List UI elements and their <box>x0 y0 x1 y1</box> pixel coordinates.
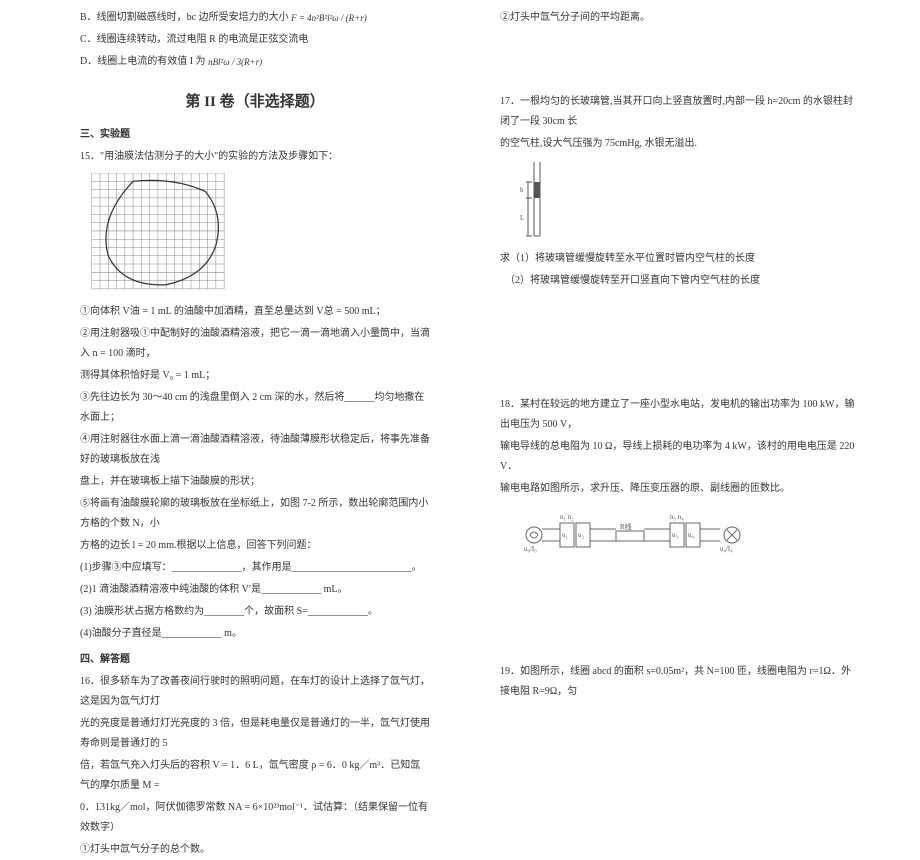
q18-line: 18．某村在较远的地方建立了一座小型水电站，发电机的输出功率为 100 kW，输… <box>500 395 860 435</box>
svg-text:n₃ n₄: n₃ n₄ <box>670 513 684 521</box>
formula-d: nBl²ω / 3(R+r) <box>208 53 262 71</box>
q15-step: ②用注射器吸①中配制好的油酸酒精溶液，把它一滴一滴地滴入小量筒中，当滴入 n =… <box>80 324 430 364</box>
q18-text: 18．某村在较远的地方建立了一座小型水电站，发电机的输出功率为 100 kW，输… <box>500 395 860 499</box>
spacer <box>500 560 860 620</box>
part-ii-title: 第 II 卷（非选择题） <box>80 90 430 111</box>
q17-sub2: （2）将玻璃管缓慢旋转至开口竖直向下管内空气柱的长度 <box>500 271 860 291</box>
section-3-heading: 三、实验题 <box>80 125 430 145</box>
svg-text:u₄: u₄ <box>688 531 695 539</box>
q16-line: 16．很多轿车为了改善夜间行驶时的照明问题，在车灯的设计上选择了氙气灯，这是因为… <box>80 672 430 712</box>
spacer <box>500 353 860 393</box>
section-4-heading: 四、解答题 <box>80 650 430 670</box>
q16-line: ①灯头中氙气分子的总个数。 <box>80 840 430 860</box>
q16-line: 0．131kg／mol，阿伏伽德罗常数 NA = 6×10²³mol⁻¹．试估算… <box>80 798 430 838</box>
svg-text:R线: R线 <box>620 522 632 531</box>
q17-line: 17．一根均匀的长玻璃管,当其开口向上竖直放置时,内部一段 h=20cm 的水银… <box>500 92 860 132</box>
spacer <box>500 30 860 90</box>
svg-text:n₁ n₂: n₁ n₂ <box>560 513 574 521</box>
svg-text:h: h <box>520 186 524 194</box>
spacer <box>500 620 860 660</box>
q15-step: ⑤将画有油酸膜轮廓的玻璃板放在坐标纸上，如图 7-2 所示，数出轮廓范围内小方格… <box>80 494 430 534</box>
svg-text:u₀/I₀: u₀/I₀ <box>524 545 537 553</box>
q15-step: ④用注射器往水面上滴一滴油酸酒精溶液，待油酸薄膜形状稳定后，将事先准备好的玻璃板… <box>80 430 430 470</box>
q15-sub4: (4)油酸分子直径是____________ m。 <box>80 624 430 644</box>
q15-intro: 15．"用油膜法估测分子的大小"的实验的方法及步骤如下： <box>80 147 430 167</box>
q15-sub3: (3) 油膜形状占据方格数约为________个，故面积 S=_________… <box>80 602 430 622</box>
q17-line: 的空气柱,设大气压强为 75cmHg, 水银无溢出. <box>500 134 860 154</box>
svg-text:u₄/I₄: u₄/I₄ <box>720 545 733 553</box>
spacer <box>500 293 860 353</box>
option-c: C．线圈连续转动，流过电阻 R 的电流是正弦交流电 <box>80 30 430 50</box>
grid-figure: grid <box>90 173 230 293</box>
q15-step: ③先往边长为 30～40 cm 的浅盘里倒入 2 cm 深的水，然后将_____… <box>80 388 430 428</box>
formula-b: F = 4n²B²l²ω / (R+r) <box>291 9 367 27</box>
svg-text:u₃: u₃ <box>672 531 679 539</box>
tube-figure: h L <box>520 160 560 240</box>
q17-sub1: 求（1）将玻璃管缓慢旋转至水平位置时管内空气柱的长度 <box>500 249 860 269</box>
circuit-figure: n₁ n₂ n₃ n₄ u₁ u₂ R线 u₃ u₄ u₀/I₀ u₄/I₄ <box>520 507 760 553</box>
q18-line: 输电电路如图所示，求升压、降压变压器的原、副线圈的匝数比。 <box>500 479 860 499</box>
q18-line: 输电导线的总电阻为 10 Ω，导线上损耗的电功率为 4 kW，该村的用电电压是 … <box>500 437 860 477</box>
q15-step: 方格的边长 l = 20 mm.根据以上信息，回答下列问题： <box>80 536 430 556</box>
q19-text: 19．如图所示，线圈 abcd 的面积 s=0.05m²，共 N=100 匝，线… <box>500 662 860 702</box>
q15-step: ①向体积 V油 = 1 mL 的油酸中加酒精，直至总量达到 V总 = 500 m… <box>80 302 430 322</box>
q16-line: 光的亮度是普通灯灯光亮度的 3 倍，但是耗电量仅是普通灯的一半，氙气灯使用寿命则… <box>80 714 430 754</box>
option-d-text: D．线圈上电流的有效值 I 为 <box>80 56 208 67</box>
svg-text:u₁: u₁ <box>562 531 568 539</box>
q15-step: 测得其体积恰好是 V₀ = 1 mL； <box>80 366 430 386</box>
q16-line: 倍，若氙气充入灯头后的容积 V = 1．6 L，氙气密度 ρ = 6．0 kg／… <box>80 756 430 796</box>
q15-step: 盘上，并在玻璃板上描下油酸膜的形状； <box>80 472 430 492</box>
option-b: B．线圈切割磁感线时，bc 边所受安培力的大小 F = 4n²B²l²ω / (… <box>80 8 430 28</box>
q17-text: 17．一根均匀的长玻璃管,当其开口向上竖直放置时,内部一段 h=20cm 的水银… <box>500 92 860 154</box>
svg-text:u₂: u₂ <box>578 531 585 539</box>
q16-sub2: ②灯头中氙气分子间的平均距离。 <box>500 8 860 28</box>
option-d: D．线圈上电流的有效值 I 为 nBl²ω / 3(R+r) <box>80 52 430 72</box>
q15-sub1: (1)步骤③中应填写：______________，其作用是__________… <box>80 558 430 578</box>
q15-steps: ①向体积 V油 = 1 mL 的油酸中加酒精，直至总量达到 V总 = 500 m… <box>80 302 430 556</box>
option-b-text: B．线圈切割磁感线时，bc 边所受安培力的大小 <box>80 12 291 23</box>
svg-text:L: L <box>520 214 524 222</box>
q16-text: 16．很多轿车为了改善夜间行驶时的照明问题，在车灯的设计上选择了氙气灯，这是因为… <box>80 672 430 860</box>
q15-sub2: (2)1 滴油酸酒精溶液中纯油酸的体积 V′是____________ mL。 <box>80 580 430 600</box>
